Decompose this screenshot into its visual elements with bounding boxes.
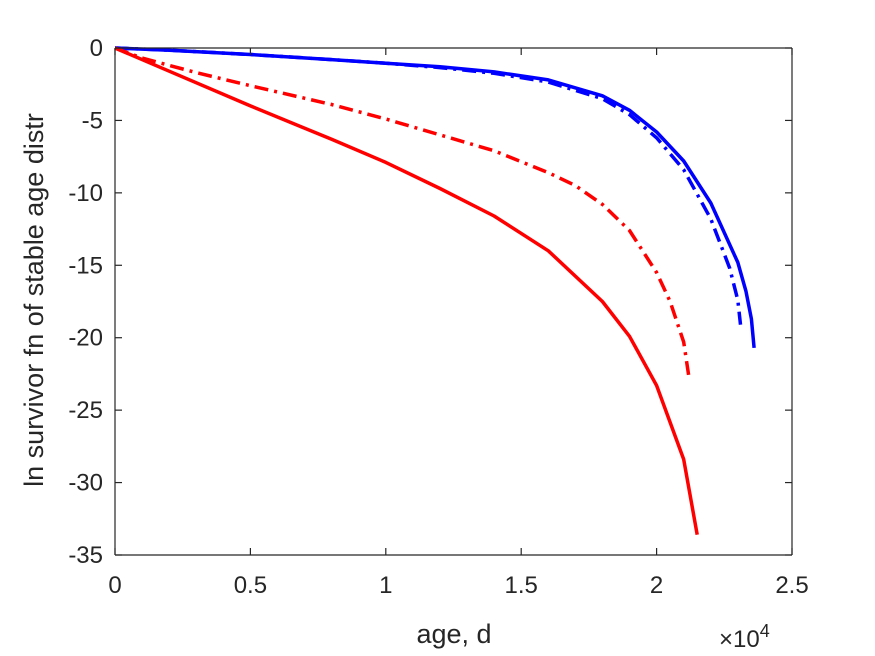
x-tick-label: 1.5 [505,572,538,599]
x-tick-label: 2.5 [775,572,808,599]
y-tick-label: -20 [68,325,103,352]
plot-area [115,48,792,555]
y-tick-label: -15 [68,252,103,279]
x-tick-label: 1 [379,572,392,599]
x-axis-exponent: ×104 [719,621,770,653]
series-layer [114,46,756,536]
y-tick-label: -25 [68,397,103,424]
series-line-2 [114,46,743,325]
series-line-1 [114,46,756,349]
tick-layer: 0 0.5 1 1.5 2 2.5 0 -5 -10 -15 -20 -25 -30 -35 [68,35,808,599]
y-tick-label: -5 [82,107,103,134]
x-axis-label: age, d [416,619,491,649]
x-exponent-base: ×10 [719,626,760,653]
y-tick-label: -35 [68,542,103,569]
y-tick-label: -10 [68,180,103,207]
series-line-3 [114,46,691,379]
y-tick-label: -30 [68,470,103,497]
x-tick-label: 0 [108,572,121,599]
x-tick-label: 2 [650,572,663,599]
y-tick-label: 0 [90,35,103,62]
series-line-4 [114,46,699,536]
x-exponent-power: 4 [760,621,770,641]
x-tick-label: 0.5 [234,572,267,599]
axes-box [114,47,793,556]
y-axis-label: ln survivor fn of stable age distr [19,113,49,487]
